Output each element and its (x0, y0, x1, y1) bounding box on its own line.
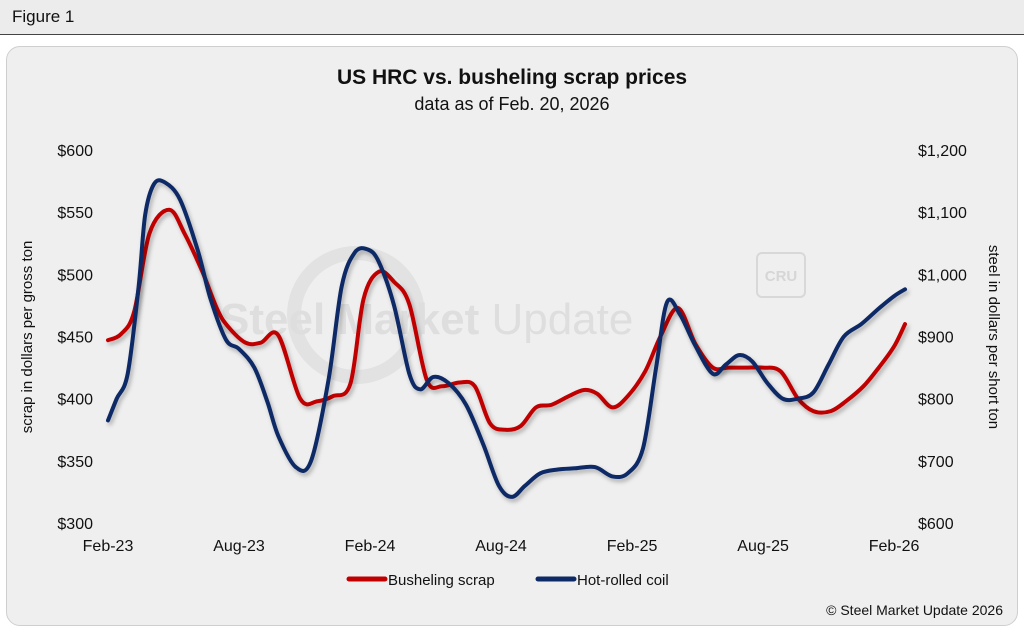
y-axis-left-label: scrap in dollars per gross ton (19, 241, 36, 434)
chart-panel (6, 46, 1018, 626)
x-tick-label: Feb-26 (869, 538, 920, 555)
legend-label-hot-rolled-coil: Hot-rolled coil (577, 572, 669, 589)
x-axis-ticks: Feb-23 Aug-23 Feb-24 Aug-24 Feb-25 Aug-25 Feb-… (83, 538, 920, 555)
legend-label-busheling-scrap: Busheling scrap (388, 572, 495, 589)
x-tick-label: Feb-25 (607, 538, 658, 555)
figure-label: Figure 1 (12, 7, 75, 26)
y-left-tick-label: $300 (57, 516, 93, 533)
series-line-busheling-scrap (106, 207, 907, 432)
watermark-text: Steel Market Update (220, 295, 633, 344)
y-axis-left-ticks: $300 $350 $400 $450 $500 $550 $600 (57, 143, 93, 533)
y-axis-right-label: steel in dollars per short ton (985, 245, 1002, 429)
y-axis-right-ticks: $600 $700 $800 $900 $1,000 $1,100 $1,200 (918, 143, 967, 533)
y-left-tick-label: $550 (57, 205, 93, 222)
watermark: Steel Market Update CRU (220, 246, 806, 384)
series-layer (106, 178, 907, 499)
x-tick-label: Aug-24 (475, 538, 527, 555)
x-tick-label: Aug-25 (737, 538, 789, 555)
watermark-cru-text: CRU (765, 268, 798, 285)
y-right-tick-label: $1,100 (918, 205, 967, 222)
y-right-tick-label: $700 (918, 454, 954, 471)
y-left-tick-label: $350 (57, 454, 93, 471)
y-left-tick-label: $600 (57, 143, 93, 160)
y-left-tick-label: $450 (57, 330, 93, 347)
y-left-tick-label: $400 (57, 392, 93, 409)
y-left-tick-label: $500 (57, 267, 93, 284)
copyright: © Steel Market Update 2026 (826, 602, 1003, 618)
chart-subtitle: data as of Feb. 20, 2026 (414, 94, 609, 114)
x-tick-label: Feb-24 (345, 538, 396, 555)
series-line-hot-rolled-coil (106, 178, 907, 499)
y-right-tick-label: $1,200 (918, 143, 967, 160)
y-right-tick-label: $800 (918, 392, 954, 409)
watermark-cru-badge (756, 252, 806, 298)
y-right-tick-label: $1,000 (918, 267, 967, 284)
y-right-tick-label: $600 (918, 516, 954, 533)
chart-title: US HRC vs. busheling scrap prices (337, 66, 687, 89)
legend: Busheling scrap Hot-rolled coil (346, 572, 669, 589)
y-right-tick-label: $900 (918, 330, 954, 347)
x-tick-label: Aug-23 (213, 538, 265, 555)
x-tick-label: Feb-23 (83, 538, 134, 555)
figure-header: Figure 1 (0, 0, 1024, 35)
